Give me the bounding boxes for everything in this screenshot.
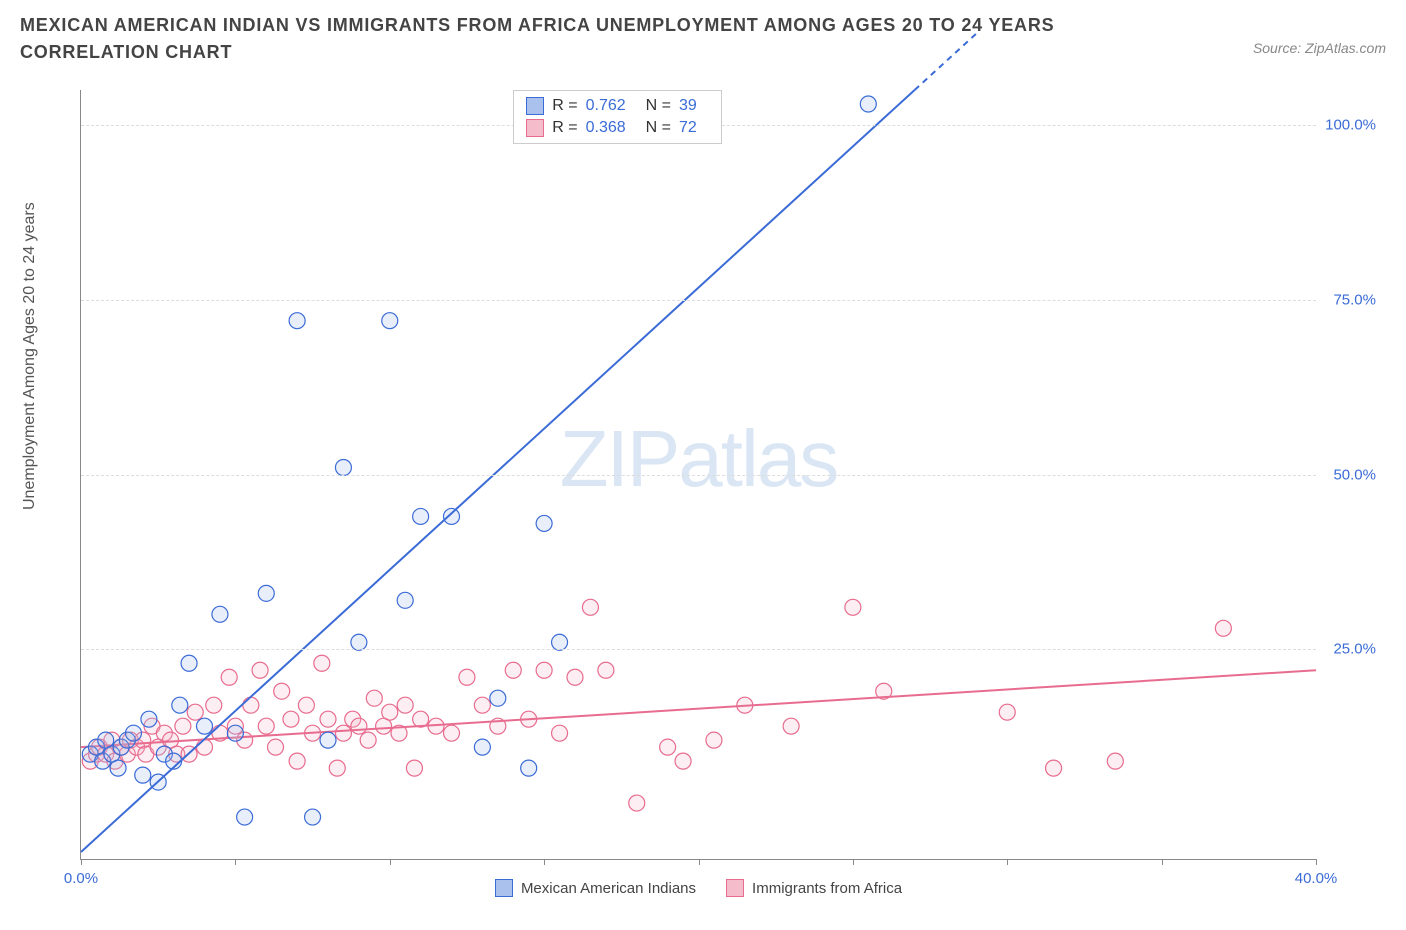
- y-tick-label: 50.0%: [1333, 466, 1376, 483]
- legend-label-1: Immigrants from Africa: [752, 880, 902, 897]
- x-tick-label: 0.0%: [64, 870, 98, 887]
- y-tick-label: 100.0%: [1325, 116, 1376, 133]
- legend-stats-box: R = 0.762 N = 39 R = 0.368 N = 72: [513, 90, 722, 144]
- x-tick: [1007, 859, 1008, 865]
- stat-n-value-1: 72: [679, 119, 697, 137]
- bottom-legend: Mexican American Indians Immigrants from…: [81, 879, 1316, 897]
- x-tick: [1316, 859, 1317, 865]
- plot-area: ZIPatlas R = 0.762 N = 39 R = 0.368 N = …: [80, 90, 1316, 860]
- x-tick: [235, 859, 236, 865]
- x-tick: [81, 859, 82, 865]
- x-tick: [390, 859, 391, 865]
- stat-n-value-0: 39: [679, 97, 697, 115]
- chart-container: Unemployment Among Ages 20 to 24 years Z…: [20, 90, 1386, 910]
- gridline: [81, 649, 1316, 650]
- chart-title: MEXICAN AMERICAN INDIAN VS IMMIGRANTS FR…: [20, 12, 1120, 66]
- stat-r-label: R =: [552, 97, 577, 115]
- legend-stats-row-0: R = 0.762 N = 39: [526, 95, 709, 117]
- legend-item-1: Immigrants from Africa: [726, 879, 902, 897]
- legend-swatch-1b: [726, 879, 744, 897]
- legend-stats-row-1: R = 0.368 N = 72: [526, 117, 709, 139]
- y-axis-label: Unemployment Among Ages 20 to 24 years: [21, 490, 39, 510]
- y-tick-label: 25.0%: [1333, 641, 1376, 658]
- stat-r-value-0: 0.762: [586, 97, 626, 115]
- x-tick: [699, 859, 700, 865]
- stat-n-label: N =: [646, 97, 671, 115]
- legend-swatch-0: [526, 97, 544, 115]
- x-tick: [544, 859, 545, 865]
- x-tick: [1162, 859, 1163, 865]
- x-tick-label: 40.0%: [1295, 870, 1338, 887]
- gridline: [81, 300, 1316, 301]
- legend-item-0: Mexican American Indians: [495, 879, 696, 897]
- gridline: [81, 475, 1316, 476]
- y-tick-label: 75.0%: [1333, 291, 1376, 308]
- stat-n-label: N =: [646, 119, 671, 137]
- source-attribution: Source: ZipAtlas.com: [1253, 40, 1386, 56]
- legend-swatch-0b: [495, 879, 513, 897]
- legend-label-0: Mexican American Indians: [521, 880, 696, 897]
- stat-r-value-1: 0.368: [586, 119, 626, 137]
- legend-swatch-1: [526, 119, 544, 137]
- x-tick: [853, 859, 854, 865]
- stat-r-label: R =: [552, 119, 577, 137]
